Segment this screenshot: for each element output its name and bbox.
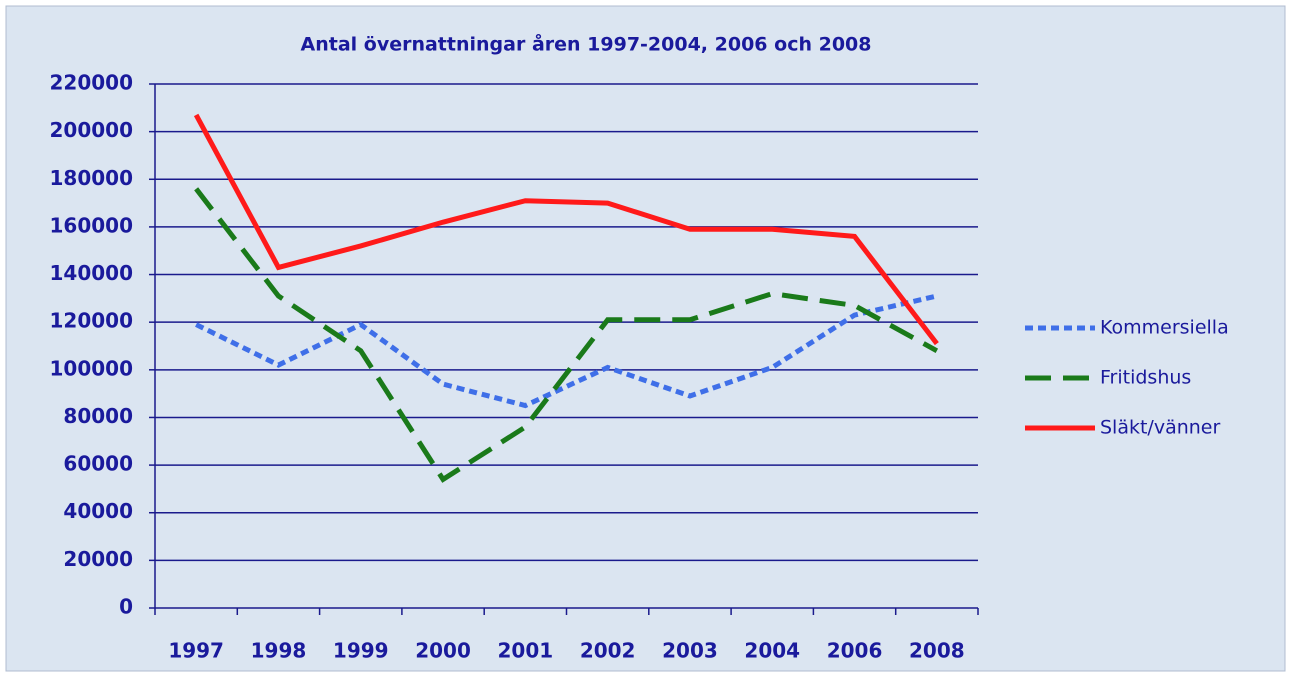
x-tick-label: 1999: [333, 639, 389, 663]
x-tick-label: 2002: [580, 639, 636, 663]
x-tick-label: 2000: [415, 639, 471, 663]
y-tick-label: 220000: [50, 71, 134, 95]
y-tick-label: 140000: [50, 261, 134, 285]
y-tick-label: 60000: [63, 452, 133, 476]
series-line: [193, 113, 939, 346]
x-tick-label: 2006: [827, 639, 883, 663]
x-tick-label: 2001: [498, 639, 554, 663]
y-tick-label: 0: [119, 595, 133, 619]
y-tick-label: 160000: [50, 213, 134, 237]
legend-label: Släkt/vänner: [1100, 417, 1220, 439]
y-tick-label: 100000: [50, 356, 134, 380]
y-tick-label: 120000: [50, 309, 134, 333]
series-line: [194, 187, 939, 483]
x-tick-label: 1998: [251, 639, 307, 663]
y-tick-label: 180000: [50, 166, 134, 190]
legend-label: Kommersiella: [1100, 317, 1229, 339]
y-tick-label: 80000: [63, 404, 133, 428]
y-tick-label: 20000: [63, 547, 133, 571]
y-tick-label: 200000: [50, 118, 134, 142]
legend-label: Fritidshus: [1100, 367, 1191, 389]
chart-background: [5, 5, 1286, 672]
chart-title: Antal övernattningar åren 1997-2004, 200…: [301, 32, 872, 56]
series-line: [195, 293, 938, 409]
y-tick-label: 40000: [63, 499, 133, 523]
x-tick-label: 1997: [168, 639, 224, 663]
x-tick-label: 2008: [909, 639, 965, 663]
x-tick-label: 2003: [662, 639, 718, 663]
x-tick-label: 2004: [744, 639, 800, 663]
